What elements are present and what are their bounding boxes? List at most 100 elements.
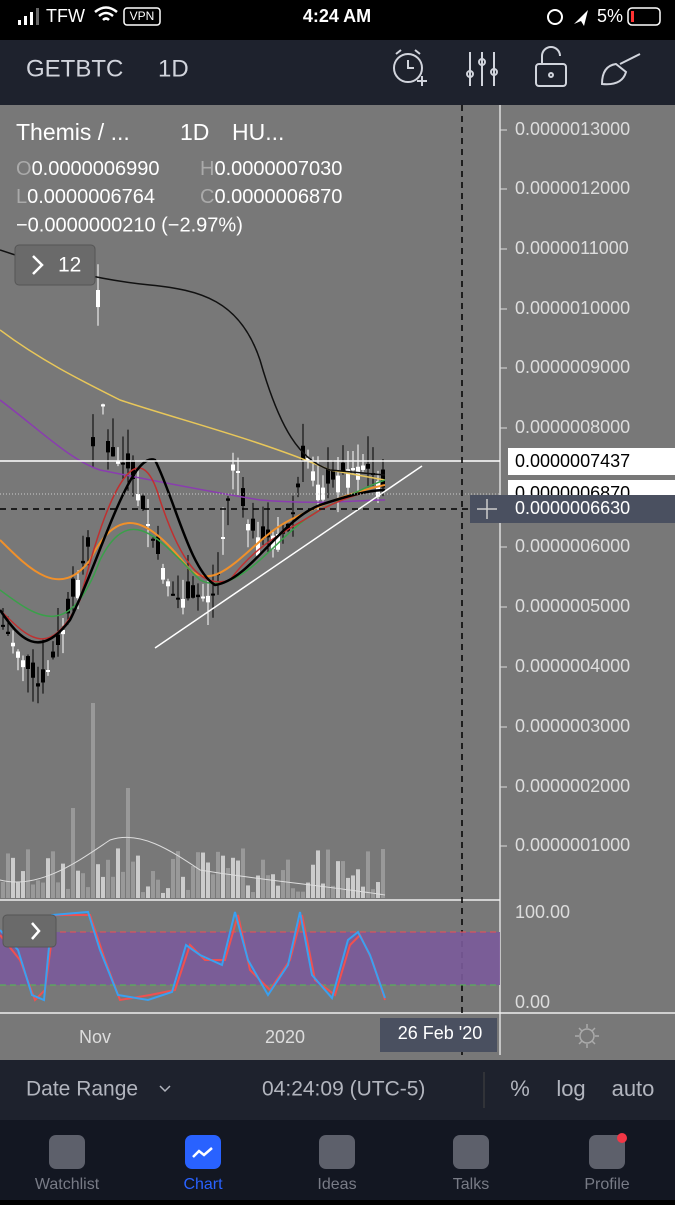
date-range[interactable]: Date Range	[26, 1078, 138, 1101]
volume-bar	[361, 886, 365, 898]
volume-bar	[166, 888, 170, 898]
candle-body	[201, 596, 205, 599]
crosshair-plus[interactable]	[477, 499, 497, 519]
volume-bar	[1, 882, 5, 898]
candle-body	[331, 470, 335, 480]
tab-label[interactable]: Chart	[183, 1176, 223, 1193]
wifi-icon	[94, 6, 118, 21]
marker-box	[508, 480, 675, 495]
open-label: O	[16, 158, 32, 180]
volume-bar	[256, 875, 260, 898]
time-label: Nov	[79, 1027, 111, 1047]
legend-name[interactable]: Themis / ...	[16, 119, 130, 145]
tab-icon[interactable]	[185, 1135, 221, 1169]
interval[interactable]: 1D	[158, 55, 189, 82]
clock: 04:24:09 (UTC-5)	[262, 1078, 425, 1101]
candle-body	[346, 469, 350, 488]
price-axis-label: 0.0000002000	[515, 776, 630, 796]
volume-bar	[376, 882, 380, 898]
volume-bar	[311, 864, 315, 898]
volume-bar	[101, 876, 105, 898]
draw-button[interactable]	[600, 53, 641, 86]
volume-bar	[266, 875, 270, 898]
volume-bar	[56, 882, 60, 898]
tab-icon[interactable]	[319, 1135, 355, 1169]
price-axis-label: 0.0000005000	[515, 596, 630, 616]
oscillator-toggle[interactable]	[2, 914, 57, 948]
candle-body	[366, 463, 370, 469]
tab-label[interactable]: Ideas	[317, 1176, 356, 1193]
candle-body	[81, 560, 85, 564]
volume-bar	[366, 851, 370, 898]
volume-bar	[86, 887, 90, 898]
low-value: 0.0000006764	[27, 186, 155, 208]
volume-bar	[331, 885, 335, 898]
volume-bar	[321, 883, 325, 898]
volume-bar	[171, 858, 175, 898]
oscillator-axis-label: 0.00	[515, 992, 550, 1012]
candle-body	[41, 669, 45, 683]
volume-bar	[136, 855, 140, 898]
volume-bar	[206, 862, 210, 898]
legend-ohlc-1: O0.0000006990 H0.0000007030	[16, 158, 342, 180]
volume-bar	[381, 849, 385, 898]
volume-bar	[316, 850, 320, 898]
candle-body	[291, 512, 295, 515]
tab-label[interactable]: Talks	[453, 1176, 489, 1193]
volume-ma	[0, 836, 386, 896]
volume-bar	[176, 851, 180, 898]
tab-icon[interactable]	[49, 1135, 85, 1169]
candle-body	[31, 662, 35, 678]
volume-bar	[271, 874, 275, 898]
indicators-toggle[interactable]	[14, 244, 96, 286]
candle-body	[226, 498, 230, 501]
log-toggle[interactable]: log	[556, 1076, 585, 1101]
location-icon	[574, 10, 588, 26]
indicators-count: 12	[58, 254, 81, 277]
low-label: L	[16, 186, 27, 208]
tab-label[interactable]: Watchlist	[35, 1176, 100, 1193]
auto-toggle[interactable]: auto	[612, 1076, 655, 1101]
candle-body	[111, 447, 115, 457]
candle-body	[311, 471, 315, 481]
tab-icon[interactable]	[453, 1135, 489, 1169]
volume-bar	[251, 892, 255, 898]
percent-toggle[interactable]: %	[510, 1076, 530, 1101]
volume-bar	[296, 891, 300, 898]
candle-body	[321, 487, 325, 500]
symbol[interactable]: GETBTC	[26, 55, 123, 82]
high-value: 0.0000007030	[214, 158, 342, 180]
candle-body	[86, 537, 90, 547]
alert-button[interactable]	[393, 49, 427, 86]
settings-icon[interactable]	[575, 1024, 599, 1048]
candle-body	[246, 524, 250, 531]
legend-change: −0.0000000210 (−2.97%)	[16, 214, 243, 236]
volume-bar	[141, 892, 145, 898]
price-axis-label: 0.0000010000	[515, 298, 630, 318]
price-axis-label: 0.0000001000	[515, 835, 630, 855]
volume-bar	[71, 808, 75, 898]
volume-bar	[196, 852, 200, 898]
trend-line[interactable]	[154, 465, 423, 649]
candle-body	[276, 534, 280, 550]
close-label: C	[200, 186, 214, 208]
tab-icon[interactable]	[589, 1135, 625, 1169]
high-label: H	[200, 158, 214, 180]
battery-icon	[627, 7, 661, 26]
indicators-button[interactable]	[466, 52, 498, 86]
date-box	[380, 1018, 497, 1052]
candle-body	[261, 526, 265, 539]
tab-label[interactable]: Profile	[584, 1176, 629, 1193]
lock-button[interactable]	[535, 46, 567, 87]
chart-area[interactable]	[0, 105, 675, 1060]
candle-body	[256, 537, 260, 556]
time: 4:24 AM	[303, 6, 371, 26]
candle-body	[46, 670, 50, 672]
price-axis-label: 0.0000009000	[515, 357, 630, 377]
close-value: 0.0000006870	[214, 186, 342, 208]
crosshair-box	[470, 495, 675, 523]
candle-body	[161, 568, 165, 580]
volume-bar	[201, 852, 205, 898]
candle-body	[151, 538, 155, 541]
legend-interval: 1D	[180, 119, 209, 145]
